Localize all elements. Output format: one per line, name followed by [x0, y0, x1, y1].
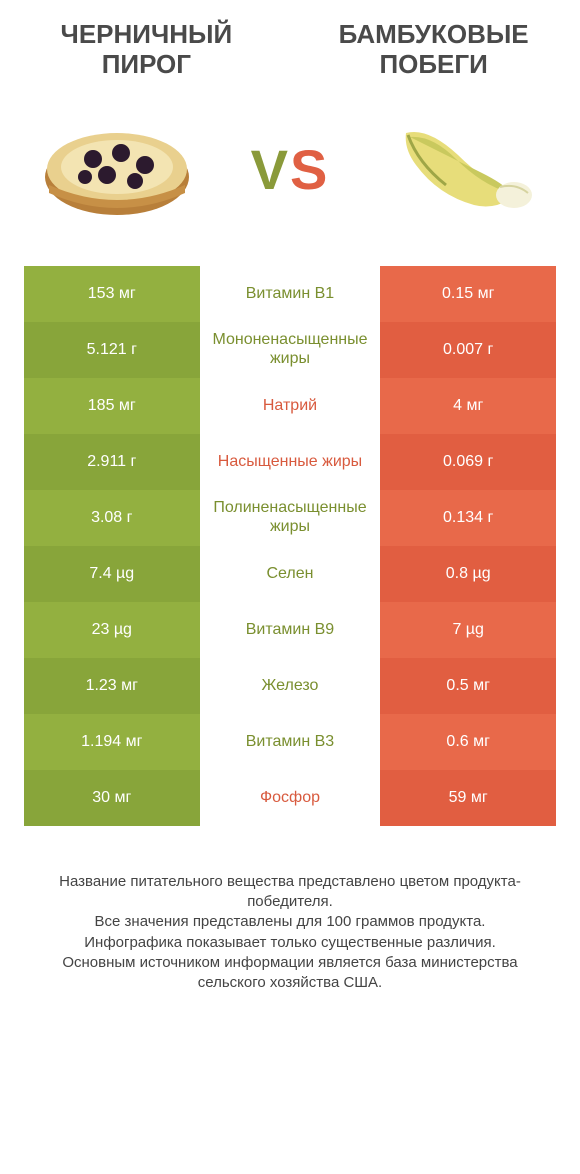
left-value: 30 мг [24, 770, 200, 826]
table-row: 2.911 гНасыщенные жиры0.069 г [24, 434, 556, 490]
infographic-container: ЧЕРНИЧНЫЙ ПИРОГ БАМБУКОВЫЕ ПОБЕГИ VS [0, 0, 580, 993]
right-value: 0.5 мг [380, 658, 556, 714]
nutrient-label: Витамин B3 [200, 714, 381, 770]
right-value: 4 мг [380, 378, 556, 434]
left-food-image [32, 110, 202, 230]
footer-notes: Название питательного вещества представл… [24, 872, 556, 994]
left-value: 2.911 г [24, 434, 200, 490]
nutrient-label: Витамин B1 [200, 266, 381, 322]
table-row: 30 мгФосфор59 мг [24, 770, 556, 826]
left-value: 185 мг [24, 378, 200, 434]
table-row: 5.121 гМононенасыщенные жиры0.007 г [24, 322, 556, 378]
left-value: 153 мг [24, 266, 200, 322]
left-value: 1.194 мг [24, 714, 200, 770]
vs-row: VS [24, 110, 556, 230]
table-row: 7.4 µgСелен0.8 µg [24, 546, 556, 602]
blueberry-pie-icon [37, 115, 197, 225]
right-value: 0.069 г [380, 434, 556, 490]
right-value: 59 мг [380, 770, 556, 826]
comparison-table: 153 мгВитамин B10.15 мг5.121 гМононенасы… [24, 266, 556, 826]
nutrient-label: Железо [200, 658, 381, 714]
left-value: 1.23 мг [24, 658, 200, 714]
footer-line: Все значения представлены для 100 граммо… [34, 912, 546, 932]
right-value: 0.134 г [380, 490, 556, 546]
table-row: 1.23 мгЖелезо0.5 мг [24, 658, 556, 714]
vs-label: VS [251, 137, 330, 202]
nutrient-label: Насыщенные жиры [200, 434, 381, 490]
nutrient-label: Полиненасыщенные жиры [200, 490, 381, 546]
right-value: 7 µg [380, 602, 556, 658]
table-row: 185 мгНатрий4 мг [24, 378, 556, 434]
footer-line: Инфографика показывает только существенн… [34, 933, 546, 953]
nutrient-label: Селен [200, 546, 381, 602]
nutrient-label: Мононенасыщенные жиры [200, 322, 381, 378]
vs-letter-v: V [251, 137, 290, 202]
header: ЧЕРНИЧНЫЙ ПИРОГ БАМБУКОВЫЕ ПОБЕГИ [24, 20, 556, 80]
footer-line: Основным источником информации является … [34, 953, 546, 994]
table-row: 3.08 гПолиненасыщенные жиры0.134 г [24, 490, 556, 546]
nutrient-label: Натрий [200, 378, 381, 434]
right-value: 0.8 µg [380, 546, 556, 602]
table-row: 1.194 мгВитамин B30.6 мг [24, 714, 556, 770]
table-row: 153 мгВитамин B10.15 мг [24, 266, 556, 322]
right-value: 0.6 мг [380, 714, 556, 770]
right-food-image [378, 110, 548, 230]
footer-line: Название питательного вещества представл… [34, 872, 546, 913]
bamboo-shoot-icon [388, 115, 538, 225]
nutrient-label: Фосфор [200, 770, 381, 826]
right-food-title: БАМБУКОВЫЕ ПОБЕГИ [311, 20, 556, 80]
table-row: 23 µgВитамин B97 µg [24, 602, 556, 658]
right-value: 0.007 г [380, 322, 556, 378]
left-value: 3.08 г [24, 490, 200, 546]
nutrient-label: Витамин B9 [200, 602, 381, 658]
left-value: 5.121 г [24, 322, 200, 378]
left-food-title: ЧЕРНИЧНЫЙ ПИРОГ [24, 20, 269, 80]
left-value: 7.4 µg [24, 546, 200, 602]
right-value: 0.15 мг [380, 266, 556, 322]
vs-letter-s: S [290, 137, 329, 202]
left-value: 23 µg [24, 602, 200, 658]
